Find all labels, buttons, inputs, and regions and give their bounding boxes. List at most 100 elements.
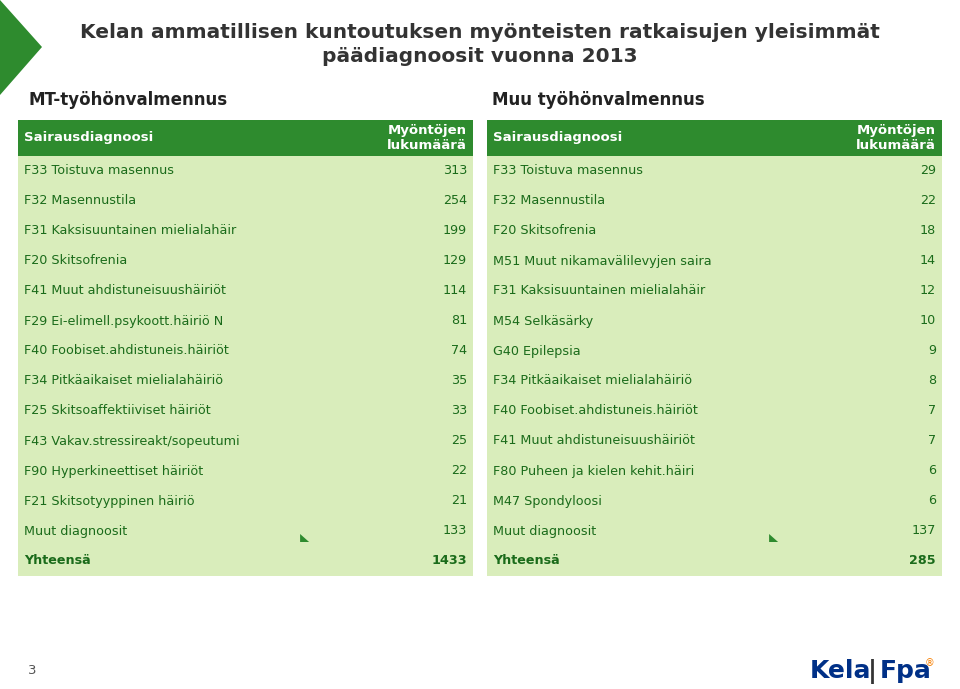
Text: Kelan ammatillisen kuntoutuksen myönteisten ratkaisujen yleisimmät: Kelan ammatillisen kuntoutuksen myönteis… bbox=[80, 23, 880, 41]
Text: 29: 29 bbox=[920, 165, 936, 178]
Text: F32 Masennustila: F32 Masennustila bbox=[493, 194, 605, 207]
Text: 254: 254 bbox=[443, 194, 467, 207]
Bar bbox=[18, 336, 473, 366]
Text: 133: 133 bbox=[443, 524, 467, 537]
Polygon shape bbox=[300, 534, 309, 542]
Text: M47 Spondyloosi: M47 Spondyloosi bbox=[493, 495, 602, 508]
Text: 313: 313 bbox=[443, 165, 467, 178]
Text: F32 Masennustila: F32 Masennustila bbox=[24, 194, 136, 207]
Bar bbox=[18, 306, 473, 336]
Text: Muut diagnoosit: Muut diagnoosit bbox=[493, 524, 596, 537]
Bar bbox=[18, 120, 473, 156]
Bar bbox=[18, 426, 473, 456]
Bar bbox=[18, 216, 473, 246]
Text: 74: 74 bbox=[451, 344, 467, 358]
Text: 114: 114 bbox=[443, 285, 467, 298]
Text: 9: 9 bbox=[928, 344, 936, 358]
Text: F90 Hyperkineettiset häiriöt: F90 Hyperkineettiset häiriöt bbox=[24, 464, 204, 477]
Text: F40 Foobiset.ahdistuneis.häiriöt: F40 Foobiset.ahdistuneis.häiriöt bbox=[24, 344, 228, 358]
Text: 3: 3 bbox=[28, 664, 36, 677]
Text: F34 Pitkäaikaiset mielialahäiriö: F34 Pitkäaikaiset mielialahäiriö bbox=[493, 375, 692, 387]
Bar bbox=[18, 486, 473, 516]
Text: 21: 21 bbox=[451, 495, 467, 508]
Text: 81: 81 bbox=[451, 314, 467, 327]
Text: 285: 285 bbox=[909, 555, 936, 568]
Text: 129: 129 bbox=[443, 254, 467, 267]
Text: F31 Kaksisuuntainen mielialahäir: F31 Kaksisuuntainen mielialahäir bbox=[24, 225, 236, 238]
Text: 1433: 1433 bbox=[431, 555, 467, 568]
Bar bbox=[487, 216, 942, 246]
Text: MT-työhönvalmennus: MT-työhönvalmennus bbox=[28, 91, 228, 109]
Bar bbox=[487, 120, 942, 156]
Bar bbox=[487, 366, 942, 396]
Text: 7: 7 bbox=[928, 404, 936, 418]
Bar bbox=[18, 516, 473, 546]
Text: G40 Epilepsia: G40 Epilepsia bbox=[493, 344, 581, 358]
Text: 137: 137 bbox=[912, 524, 936, 537]
Text: Fpa: Fpa bbox=[880, 659, 932, 683]
Bar bbox=[18, 546, 473, 576]
Text: F20 Skitsofrenia: F20 Skitsofrenia bbox=[24, 254, 128, 267]
Text: 22: 22 bbox=[451, 464, 467, 477]
Text: F31 Kaksisuuntainen mielialahäir: F31 Kaksisuuntainen mielialahäir bbox=[493, 285, 706, 298]
Text: Yhteensä: Yhteensä bbox=[24, 555, 91, 568]
Text: F40 Foobiset.ahdistuneis.häiriöt: F40 Foobiset.ahdistuneis.häiriöt bbox=[493, 404, 698, 418]
Bar bbox=[18, 276, 473, 306]
Bar bbox=[487, 246, 942, 276]
Bar bbox=[487, 156, 942, 186]
Text: F43 Vakav.stressireakt/sopeutumi: F43 Vakav.stressireakt/sopeutumi bbox=[24, 435, 240, 447]
Text: Myöntöjen: Myöntöjen bbox=[857, 123, 936, 136]
Text: Myöntöjen: Myöntöjen bbox=[388, 123, 467, 136]
Text: 6: 6 bbox=[928, 464, 936, 477]
Text: F41 Muut ahdistuneisuushäiriöt: F41 Muut ahdistuneisuushäiriöt bbox=[493, 435, 695, 447]
Text: 10: 10 bbox=[920, 314, 936, 327]
Text: 33: 33 bbox=[451, 404, 467, 418]
Bar bbox=[487, 516, 942, 546]
Text: 7: 7 bbox=[928, 435, 936, 447]
Bar bbox=[487, 396, 942, 426]
Text: Muu työhönvalmennus: Muu työhönvalmennus bbox=[492, 91, 705, 109]
Polygon shape bbox=[0, 0, 42, 95]
Bar bbox=[487, 306, 942, 336]
Text: Yhteensä: Yhteensä bbox=[493, 555, 560, 568]
Text: F33 Toistuva masennus: F33 Toistuva masennus bbox=[493, 165, 643, 178]
Text: Kela: Kela bbox=[810, 659, 872, 683]
Polygon shape bbox=[769, 534, 779, 542]
Text: lukumäärä: lukumäärä bbox=[856, 139, 936, 152]
Text: F20 Skitsofrenia: F20 Skitsofrenia bbox=[493, 225, 596, 238]
Text: 14: 14 bbox=[920, 254, 936, 267]
Bar bbox=[487, 546, 942, 576]
Bar bbox=[18, 396, 473, 426]
Bar bbox=[487, 276, 942, 306]
Bar bbox=[18, 456, 473, 486]
Bar bbox=[487, 486, 942, 516]
Text: Sairausdiagnoosi: Sairausdiagnoosi bbox=[24, 132, 154, 145]
Text: Muut diagnoosit: Muut diagnoosit bbox=[24, 524, 128, 537]
Bar bbox=[487, 426, 942, 456]
Text: M54 Selkäsärky: M54 Selkäsärky bbox=[493, 314, 593, 327]
Text: 18: 18 bbox=[920, 225, 936, 238]
Text: F34 Pitkäaikaiset mielialahäiriö: F34 Pitkäaikaiset mielialahäiriö bbox=[24, 375, 223, 387]
Text: F80 Puheen ja kielen kehit.häiri: F80 Puheen ja kielen kehit.häiri bbox=[493, 464, 694, 477]
Text: F29 Ei-elimell.psykoott.häiriö N: F29 Ei-elimell.psykoott.häiriö N bbox=[24, 314, 224, 327]
Text: M51 Muut nikamavälilevyjen saira: M51 Muut nikamavälilevyjen saira bbox=[493, 254, 711, 267]
Text: lukumäärä: lukumäärä bbox=[387, 139, 467, 152]
Text: F21 Skitsotyyppinen häiriö: F21 Skitsotyyppinen häiriö bbox=[24, 495, 195, 508]
Text: F33 Toistuva masennus: F33 Toistuva masennus bbox=[24, 165, 174, 178]
Text: 199: 199 bbox=[443, 225, 467, 238]
Bar bbox=[18, 156, 473, 186]
Text: 25: 25 bbox=[451, 435, 467, 447]
Bar bbox=[487, 336, 942, 366]
Bar bbox=[487, 456, 942, 486]
Text: päädiagnoosit vuonna 2013: päädiagnoosit vuonna 2013 bbox=[323, 48, 637, 67]
Text: F41 Muut ahdistuneisuushäiriöt: F41 Muut ahdistuneisuushäiriöt bbox=[24, 285, 226, 298]
Text: 6: 6 bbox=[928, 495, 936, 508]
Bar bbox=[18, 366, 473, 396]
Text: 12: 12 bbox=[920, 285, 936, 298]
Bar bbox=[18, 186, 473, 216]
Bar bbox=[487, 186, 942, 216]
Bar bbox=[18, 246, 473, 276]
Text: 8: 8 bbox=[928, 375, 936, 387]
Text: F25 Skitsoaffektiiviset häiriöt: F25 Skitsoaffektiiviset häiriöt bbox=[24, 404, 211, 418]
Text: 22: 22 bbox=[920, 194, 936, 207]
